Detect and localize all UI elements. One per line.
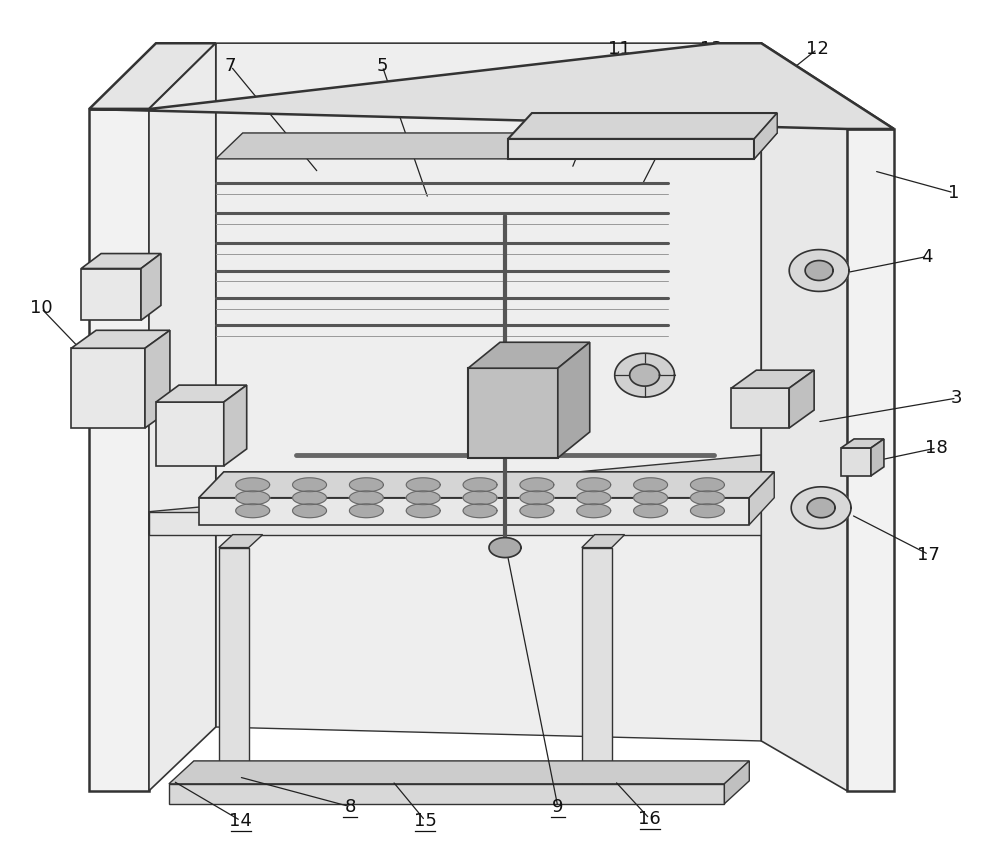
Polygon shape <box>349 478 383 492</box>
Polygon shape <box>791 487 851 529</box>
Polygon shape <box>690 490 724 505</box>
Polygon shape <box>577 504 611 518</box>
Polygon shape <box>520 478 554 492</box>
Polygon shape <box>293 490 326 505</box>
Text: 9: 9 <box>552 798 564 816</box>
Polygon shape <box>463 490 497 505</box>
Polygon shape <box>558 342 590 458</box>
Polygon shape <box>468 342 590 368</box>
Text: 17: 17 <box>917 545 940 563</box>
Polygon shape <box>805 261 833 280</box>
Polygon shape <box>749 472 774 524</box>
Polygon shape <box>634 478 668 492</box>
Polygon shape <box>468 368 558 458</box>
Polygon shape <box>807 498 835 518</box>
Polygon shape <box>199 498 749 524</box>
Polygon shape <box>406 504 440 518</box>
Polygon shape <box>219 548 249 783</box>
Polygon shape <box>149 512 847 534</box>
Polygon shape <box>199 472 774 498</box>
Polygon shape <box>81 268 141 320</box>
Text: 15: 15 <box>414 811 437 830</box>
Polygon shape <box>236 504 270 518</box>
Polygon shape <box>690 478 724 492</box>
Text: 10: 10 <box>30 299 53 318</box>
Polygon shape <box>520 490 554 505</box>
Polygon shape <box>406 478 440 492</box>
Polygon shape <box>731 388 789 428</box>
Polygon shape <box>156 402 224 466</box>
Text: 3: 3 <box>951 389 962 407</box>
Polygon shape <box>463 478 497 492</box>
Polygon shape <box>761 455 847 534</box>
Polygon shape <box>293 504 326 518</box>
Polygon shape <box>216 43 761 741</box>
Polygon shape <box>634 504 668 518</box>
Polygon shape <box>508 113 777 139</box>
Polygon shape <box>89 43 894 129</box>
Polygon shape <box>761 43 847 791</box>
Polygon shape <box>169 783 724 804</box>
Polygon shape <box>71 330 170 348</box>
Polygon shape <box>463 504 497 518</box>
Text: 5: 5 <box>377 58 388 75</box>
Polygon shape <box>520 504 554 518</box>
Polygon shape <box>841 439 884 448</box>
Polygon shape <box>141 253 161 320</box>
Polygon shape <box>789 370 814 428</box>
Polygon shape <box>149 43 216 791</box>
Text: 11: 11 <box>608 40 631 58</box>
Polygon shape <box>149 455 761 534</box>
Polygon shape <box>582 548 612 783</box>
Polygon shape <box>847 129 894 791</box>
Polygon shape <box>577 478 611 492</box>
Polygon shape <box>634 490 668 505</box>
Polygon shape <box>349 504 383 518</box>
Polygon shape <box>293 478 326 492</box>
Polygon shape <box>89 43 216 109</box>
Polygon shape <box>717 43 894 129</box>
Polygon shape <box>89 109 149 791</box>
Polygon shape <box>236 478 270 492</box>
Polygon shape <box>871 439 884 476</box>
Polygon shape <box>508 139 754 159</box>
Polygon shape <box>236 490 270 505</box>
Polygon shape <box>489 538 521 557</box>
Polygon shape <box>156 385 247 402</box>
Text: 13: 13 <box>700 40 723 58</box>
Polygon shape <box>582 534 625 548</box>
Polygon shape <box>81 253 161 268</box>
Polygon shape <box>224 385 247 466</box>
Text: 14: 14 <box>229 811 252 830</box>
Polygon shape <box>615 353 675 397</box>
Polygon shape <box>349 490 383 505</box>
Polygon shape <box>219 534 263 548</box>
Polygon shape <box>577 490 611 505</box>
Text: 1: 1 <box>948 184 959 202</box>
Polygon shape <box>754 113 777 159</box>
Polygon shape <box>71 348 145 428</box>
Text: 8: 8 <box>345 798 356 816</box>
Polygon shape <box>169 761 749 783</box>
Polygon shape <box>731 370 814 388</box>
Polygon shape <box>145 330 170 428</box>
Text: 12: 12 <box>806 40 829 58</box>
Text: 16: 16 <box>638 810 661 828</box>
Text: 7: 7 <box>225 58 237 75</box>
Polygon shape <box>724 761 749 804</box>
Polygon shape <box>630 364 660 386</box>
Polygon shape <box>789 250 849 291</box>
Polygon shape <box>841 448 871 476</box>
Polygon shape <box>690 504 724 518</box>
Text: 18: 18 <box>925 439 948 457</box>
Polygon shape <box>216 133 777 159</box>
Text: 4: 4 <box>921 247 933 266</box>
Polygon shape <box>406 490 440 505</box>
